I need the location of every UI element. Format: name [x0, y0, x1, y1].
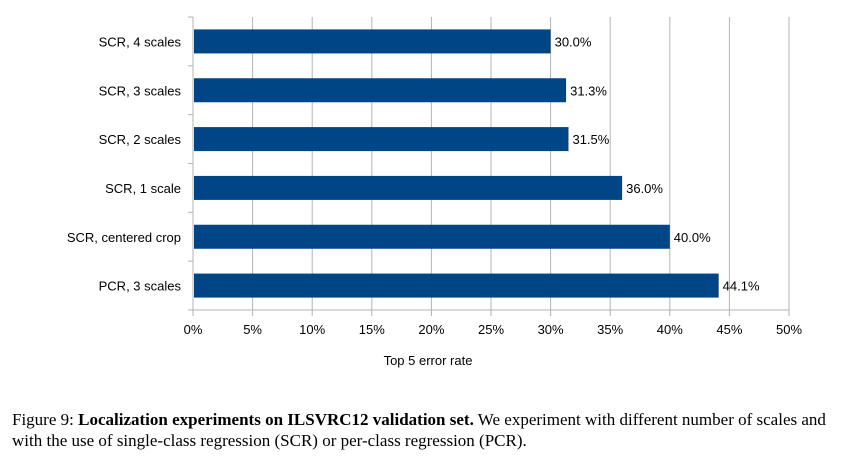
x-tick-label: 40% [657, 322, 683, 337]
category-label: SCR, centered crop [67, 230, 181, 245]
labels: 0% 5% 10% 15% 20% 25% 30% 35% 40% 45% 50% SCR, 4 sc… [67, 34, 803, 337]
caption-text: We experiment with different number of s… [12, 410, 826, 450]
category-label: SCR, 4 scales [99, 34, 182, 49]
x-tick-label: 10% [299, 322, 325, 337]
bars [194, 29, 719, 298]
bar [194, 29, 551, 54]
bar [194, 78, 567, 103]
bar [194, 273, 719, 298]
category-label: SCR, 1 scale [105, 181, 181, 196]
x-axis-title: Top 5 error rate [384, 353, 473, 368]
bar-chart: 0% 5% 10% 15% 20% 25% 30% 35% 40% 45% 50% SCR, 4 sc… [67, 16, 803, 368]
data-label: 30.0% [555, 34, 592, 49]
x-tick-label: 35% [597, 322, 623, 337]
figure-caption: Figure 9: Localization experiments on IL… [12, 409, 847, 451]
data-label: 36.0% [626, 181, 663, 196]
gridlines [188, 16, 790, 316]
x-tick-label: 15% [359, 322, 385, 337]
caption-title: Localization experiments on ILSVRC12 val… [78, 410, 474, 429]
data-label: 44.1% [723, 279, 760, 294]
x-tick-label: 5% [243, 322, 262, 337]
category-label: PCR, 3 scales [99, 279, 182, 294]
x-tick-label: 20% [418, 322, 444, 337]
data-label: 31.5% [572, 132, 609, 147]
x-tick-label: 25% [478, 322, 504, 337]
x-tick-label: 30% [538, 322, 564, 337]
caption-label: Figure 9: [12, 410, 74, 429]
x-tick-label: 45% [716, 322, 742, 337]
category-label: SCR, 3 scales [99, 83, 182, 98]
x-tick-label: 0% [184, 322, 203, 337]
data-label: 40.0% [674, 230, 711, 245]
data-label: 31.3% [570, 83, 607, 98]
bar [194, 224, 670, 249]
bar [194, 175, 623, 200]
category-label: SCR, 2 scales [99, 132, 182, 147]
x-tick-label: 50% [776, 322, 802, 337]
bar [194, 127, 569, 152]
